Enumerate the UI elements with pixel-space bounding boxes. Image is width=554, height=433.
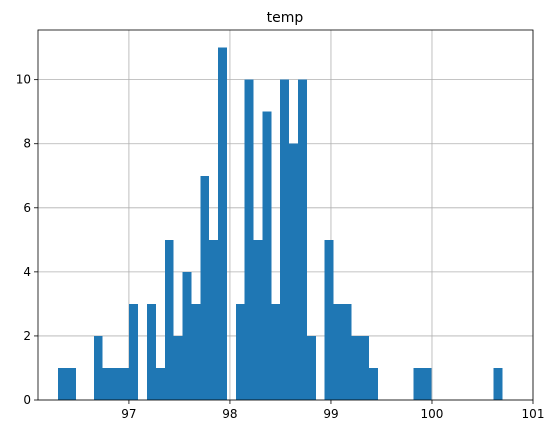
histogram-bar (164, 239, 174, 400)
histogram-bar (298, 79, 307, 400)
histogram-bar (200, 175, 210, 400)
histogram-bar (413, 367, 423, 400)
plot-frame (37, 29, 534, 401)
histogram-bar (342, 303, 352, 400)
histogram-bars (58, 47, 503, 401)
y-axis-ticks: 0 2 4 6 8 10 (16, 73, 38, 407)
x-tick-label: 99 (323, 407, 338, 421)
histogram-bar (351, 335, 361, 400)
y-tick-label: 6 (23, 201, 31, 215)
x-axis-ticks: 97 98 99 100 101 (121, 400, 544, 421)
y-tick-label: 4 (23, 265, 31, 279)
x-tick-label: 100 (421, 407, 444, 421)
histogram-bar (360, 335, 370, 400)
histogram-bar (93, 335, 103, 400)
y-tick-label: 2 (23, 329, 31, 343)
histogram-bar (218, 47, 227, 400)
histogram-bar (209, 239, 219, 400)
histogram-bar (324, 239, 334, 400)
histogram-bar (182, 271, 192, 400)
chart-title: temp (267, 10, 304, 26)
histogram-bar (147, 303, 156, 400)
histogram-bar (306, 335, 316, 400)
histogram-bar (253, 239, 263, 400)
axes (37, 29, 534, 401)
histogram-bar (58, 367, 68, 400)
histogram-bar (333, 303, 343, 400)
histogram-bar (280, 79, 290, 400)
histogram-bar (120, 367, 130, 400)
y-tick-label: 10 (16, 73, 31, 87)
y-tick-label: 0 (23, 393, 31, 407)
histogram-bar (102, 367, 112, 400)
histogram-bar (67, 367, 76, 400)
histogram-bar (244, 79, 254, 400)
histogram-bar (111, 367, 121, 400)
x-tick-label: 101 (522, 407, 545, 421)
histogram-bar (271, 303, 281, 400)
histogram-bar (493, 367, 503, 400)
x-tick-label: 98 (222, 407, 237, 421)
histogram-bar (262, 111, 272, 401)
x-tick-label: 97 (121, 407, 136, 421)
histogram-bar (129, 303, 139, 400)
histogram-bar (289, 143, 299, 400)
y-tick-label: 8 (23, 137, 31, 151)
histogram-bar (191, 303, 201, 400)
histogram-bar (173, 335, 183, 400)
histogram-bar (235, 303, 245, 400)
histogram-bar (422, 367, 432, 400)
histogram-bar (369, 367, 378, 400)
histogram-bar (155, 367, 165, 400)
